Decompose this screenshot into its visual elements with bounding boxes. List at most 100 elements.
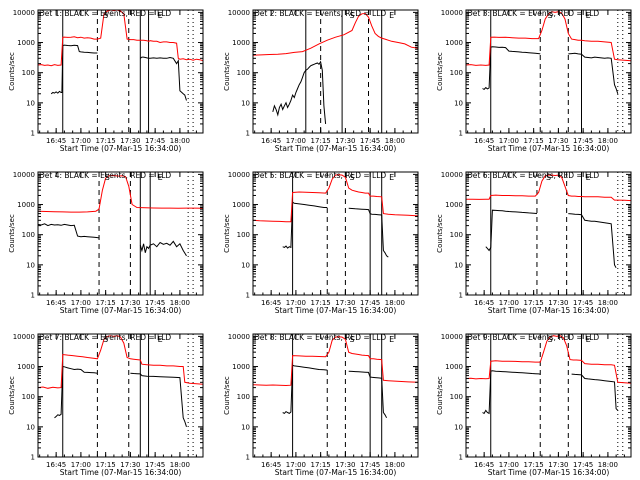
x-tick-label: 18:00 — [170, 461, 190, 469]
y-tick-label: 10000 — [441, 171, 463, 179]
x-tick-label: 17:00 — [499, 137, 519, 145]
y-tick-label: 1000 — [17, 363, 35, 371]
x-axis-label: Start Time (07-Mar-15 16:34:00) — [488, 468, 610, 477]
marker-letter: E — [389, 11, 394, 20]
y-tick-label: 10000 — [228, 9, 250, 17]
marker-letter: S — [103, 335, 108, 344]
x-tick-label: 17:00 — [499, 461, 519, 469]
x-tick-label: 18:00 — [385, 461, 405, 469]
x-tick-label: 16:45 — [261, 461, 281, 469]
x-tick-label: 17:15 — [311, 461, 331, 469]
y-axis-label: Counts/sec — [223, 52, 231, 91]
y-tick-label: 1 — [459, 130, 463, 138]
x-tick-label: 17:45 — [360, 299, 380, 307]
series-events-line — [485, 209, 617, 269]
panel-title: Det 7: BLACK = Events, RED = LLD — [39, 333, 171, 342]
y-tick-label: 1000 — [17, 201, 35, 209]
plot-frame — [252, 9, 419, 134]
x-tick-label: 17:30 — [548, 299, 568, 307]
x-axis-label: Start Time (07-Mar-15 16:34:00) — [275, 144, 397, 153]
marker-letter: S — [349, 335, 354, 344]
y-tick-label: 100 — [22, 393, 35, 401]
plot-frame — [37, 333, 204, 458]
y-tick-label: 1 — [31, 130, 35, 138]
y-tick-label: 1000 — [17, 39, 35, 47]
panel-title: Det 3: BLACK = Events, RED = LLD — [467, 9, 599, 18]
series-events-line — [482, 46, 619, 94]
panel-title: Det 8: BLACK = Events, RED = LLD — [254, 333, 386, 342]
plot-frame — [37, 171, 204, 296]
x-tick-label: 17:15 — [524, 137, 544, 145]
y-axis-label: Counts/sec — [436, 376, 444, 415]
y-tick-label: 10 — [26, 423, 35, 431]
x-axis-label: Start Time (07-Mar-15 16:34:00) — [488, 306, 610, 315]
x-tick-label: 17:45 — [145, 299, 165, 307]
series-events-line — [282, 201, 389, 258]
x-tick-label: 16:45 — [261, 299, 281, 307]
panel-9: 1 10 100 1000 10000 16:45 17:00 17:15 17:30 17:45… — [436, 333, 632, 477]
panel-title: Det 5: BLACK = Events, RED = LLD — [254, 171, 386, 180]
x-tick-label: 18:00 — [170, 299, 190, 307]
marker-letter: S — [105, 173, 110, 182]
series-events-line — [272, 60, 327, 124]
panel-1: 1 10 100 1000 10000 16:45 17:00 17:15 17:30 17:45… — [8, 9, 204, 153]
x-tick-label: 17:45 — [573, 461, 593, 469]
x-tick-label: 17:45 — [360, 137, 380, 145]
y-tick-label: 1000 — [232, 39, 250, 47]
series-lld-line — [252, 336, 419, 387]
x-tick-label: 18:00 — [598, 299, 618, 307]
y-axis-label: Counts/sec — [436, 52, 444, 91]
x-tick-label: 17:00 — [71, 137, 91, 145]
x-tick-label: 17:15 — [96, 137, 116, 145]
x-tick-label: 17:30 — [335, 299, 355, 307]
x-tick-label: 17:30 — [335, 137, 355, 145]
y-tick-label: 1000 — [445, 363, 463, 371]
panel-title: Det 4: BLACK = Events, RED = LLD — [39, 171, 171, 180]
y-tick-label: 100 — [237, 231, 250, 239]
x-tick-label: 17:00 — [499, 299, 519, 307]
y-tick-label: 10000 — [228, 333, 250, 341]
y-tick-label: 1 — [31, 454, 35, 462]
marker-letter: E — [389, 173, 394, 182]
y-axis-label: Counts/sec — [8, 214, 16, 253]
plot-frame — [37, 9, 204, 134]
x-tick-label: 17:15 — [96, 461, 116, 469]
y-tick-label: 100 — [22, 69, 35, 77]
x-tick-label: 17:00 — [286, 461, 306, 469]
y-axis-label: Counts/sec — [8, 52, 16, 91]
y-tick-label: 10 — [241, 261, 250, 269]
x-tick-label: 16:45 — [474, 299, 494, 307]
x-tick-label: 17:45 — [573, 299, 593, 307]
series-events-line — [37, 223, 187, 257]
y-tick-label: 1000 — [445, 39, 463, 47]
plot-frame — [252, 333, 419, 458]
marker-letter: S — [103, 11, 108, 20]
y-tick-label: 10 — [454, 99, 463, 107]
marker-letter: S — [548, 11, 553, 20]
x-axis-label: Start Time (07-Mar-15 16:34:00) — [60, 144, 182, 153]
series-events-line — [282, 364, 388, 419]
marker-letter: E — [158, 335, 163, 344]
y-tick-label: 1 — [459, 292, 463, 300]
y-tick-label: 10 — [454, 261, 463, 269]
x-tick-label: 17:45 — [360, 461, 380, 469]
x-tick-label: 16:45 — [474, 461, 494, 469]
marker-letter: E — [586, 11, 591, 20]
series-lld-line — [466, 174, 632, 202]
x-tick-label: 17:15 — [311, 299, 331, 307]
x-tick-label: 17:15 — [96, 299, 116, 307]
x-tick-label: 17:30 — [120, 299, 140, 307]
y-tick-label: 1000 — [232, 201, 250, 209]
panel-title: Det 9: BLACK = Events, RED = LLD — [467, 333, 599, 342]
y-tick-label: 100 — [450, 393, 463, 401]
y-axis-label: Counts/sec — [223, 214, 231, 253]
x-tick-label: 17:00 — [71, 461, 91, 469]
panel-title: Det 6: BLACK = Events, RED = LLD — [467, 171, 599, 180]
x-tick-label: 18:00 — [385, 137, 405, 145]
y-tick-label: 1000 — [445, 201, 463, 209]
x-tick-label: 17:45 — [573, 137, 593, 145]
marker-letter: S — [546, 173, 551, 182]
y-axis-label: Counts/sec — [223, 376, 231, 415]
series-lld-line — [37, 335, 204, 389]
